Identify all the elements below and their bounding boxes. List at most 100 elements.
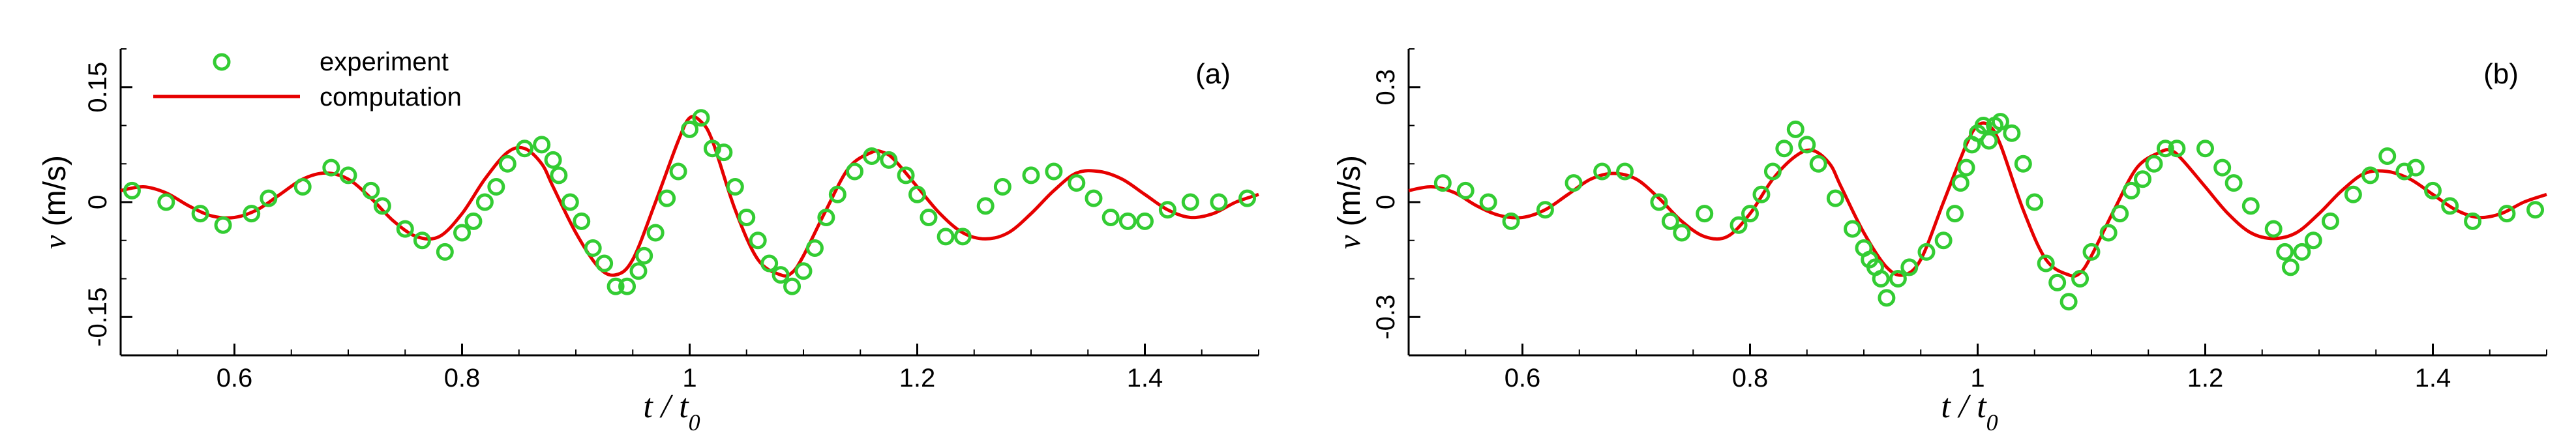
panel-a-x-tick-label: 0.8 (444, 364, 481, 392)
panel-b-experiment-point (1433, 174, 1452, 192)
panel-b-experiment-point (1752, 185, 1771, 203)
panel-a-experiment-point (1238, 189, 1257, 207)
panel-b-experiment-point (1730, 216, 1748, 234)
panel-a-y-tick-label: 0 (83, 195, 112, 209)
panel-b-experiment-point (1889, 270, 1907, 288)
panel-a-experiment-point (487, 178, 505, 196)
panel-a-experiment-point (396, 220, 414, 238)
panel-b-experiment-point (1809, 155, 1827, 173)
panel-a-ticks: 0.6 0.8 1 1.2 1.4 -0.15 0 0.15 (83, 48, 1259, 392)
panel-a-experiment-point (658, 189, 676, 207)
panel-b-experiment-point (2276, 243, 2294, 261)
panel-a-experiment-point (828, 185, 846, 203)
legend-computation-label: computation (320, 83, 462, 111)
panel-a-experiment-point (897, 166, 915, 185)
legend: experiment computation (153, 48, 462, 111)
panel-a-x-tick-label: 1 (682, 364, 696, 392)
panel-a-experiment-point (726, 178, 744, 196)
panel-b-experiment-point (1775, 140, 1793, 158)
panel-a-experiment-point (515, 140, 533, 158)
panel-b-experiment-point (1502, 212, 1520, 230)
panel-b-experiment-point (2134, 170, 2152, 188)
panel-a-x-tick-label: 1.2 (899, 364, 936, 392)
panel-b-label: (b) (2483, 58, 2519, 90)
panel-a-experiment-point (953, 228, 972, 246)
panel-a-experiment-layer (123, 109, 1257, 295)
panel-b-experiment-point (2156, 140, 2174, 158)
panel-b-y-tick-label: 0.3 (1371, 69, 1400, 106)
panel-a-experiment-point (595, 254, 614, 273)
panel-a-experiment-point (123, 181, 141, 200)
panel-b-experiment-point (2424, 181, 2442, 200)
panel-b-x-tick-label: 0.8 (1732, 364, 1769, 392)
panel-b-experiment-point (2321, 212, 2339, 230)
panel-b-experiment-point (1536, 201, 1554, 219)
panel-a-experiment-point (635, 246, 653, 265)
panel-b-experiment-point (1673, 224, 1691, 242)
panel-a-experiment-point (1068, 174, 1086, 192)
panel-b-experiment-point (2241, 197, 2260, 215)
panel-a-experiment-point (475, 193, 494, 211)
panel-a-experiment-point (453, 224, 471, 242)
panel-a-experiment-point (817, 209, 835, 226)
panel-a-experiment-point (976, 197, 995, 215)
panel-a-experiment-point (783, 277, 801, 295)
panel-b-experiment-point (1872, 270, 1890, 288)
panel-b-y-tick-label: 0 (1371, 195, 1400, 209)
panel-a-experiment-point (936, 228, 955, 246)
panel-a-experiment-point (880, 151, 898, 169)
panel-b-experiment-point (1917, 243, 1936, 261)
panel-a-experiment-point (1101, 209, 1120, 226)
panel-b-experiment-point (1650, 193, 1668, 211)
panel-b-experiment-point (1946, 205, 1964, 223)
panel-a-experiment-point (214, 216, 232, 234)
panel-b-experiment-point (1661, 212, 1679, 230)
panel-a-experiment-point (607, 277, 625, 295)
panel-a-experiment-point (413, 231, 431, 250)
panel-a-experiment-point (561, 193, 579, 211)
panel-b-ylabel-units: (m/s) (1332, 155, 1367, 235)
panel-b-experiment-point (1616, 162, 1634, 181)
panel-a-experiment-point (362, 181, 380, 200)
panel-a-experiment-point (498, 155, 517, 173)
panel-a-experiment-point (293, 178, 312, 196)
panel-b-experiment-point (2037, 254, 2055, 273)
panel-a: 0.6 0.8 1 1.2 1.4 -0.15 0 0.15 v (m/s) t / t0 (… (38, 48, 1259, 436)
panel-a-experiment-point (738, 209, 756, 226)
panel-a-y-tick-label: 0.15 (83, 62, 112, 113)
panel-a-experiment-point (243, 205, 261, 223)
panel-a-experiment-point (436, 243, 454, 261)
panel-a-xlabel: t / t0 (643, 388, 700, 436)
panel-b-experiment-point (2361, 166, 2380, 185)
panel-b-experiment-point (1696, 205, 1714, 223)
legend-experiment-label: experiment (320, 48, 449, 76)
panel-a-experiment-point (760, 254, 779, 273)
panel-a-ylabel: v (m/s) (38, 155, 72, 249)
panel-a-experiment-point (1181, 193, 1199, 211)
panel-a-experiment-point (339, 166, 357, 185)
panel-a-y-tick-label: -0.15 (83, 288, 112, 347)
panel-b-experiment-point (2344, 185, 2362, 203)
panel-a-experiment-point (669, 162, 687, 181)
panel-b-experiment-point (1479, 193, 1497, 211)
panel-b-experiment-point (1878, 289, 1896, 307)
panel-b-x-tick-label: 1.4 (2415, 364, 2451, 392)
legend-experiment-marker (213, 53, 231, 71)
panel-a-experiment-point (1136, 212, 1154, 230)
panel-b-experiment-point (2281, 258, 2299, 276)
panel-b-experiment-point (2224, 174, 2243, 192)
panel-b-experiment-point (2048, 273, 2067, 291)
panel-b-experiment-point (1974, 117, 1992, 134)
panel-b-experiment-point (2304, 231, 2322, 250)
panel-b-experiment-point (2526, 201, 2545, 219)
panel-a-label: (a) (1195, 58, 1231, 90)
panel-a-experiment-point (715, 143, 733, 162)
panel-b-experiment-point (1844, 220, 1862, 238)
panel-b-ylabel: v (m/s) (1332, 155, 1367, 249)
panel-b-experiment-point (1763, 162, 1782, 181)
panel-a-experiment-point (1022, 166, 1040, 185)
panel-b-experiment-point (2498, 205, 2516, 223)
panel-a-experiment-point (260, 189, 278, 207)
panel-a-experiment-point (1045, 162, 1063, 181)
